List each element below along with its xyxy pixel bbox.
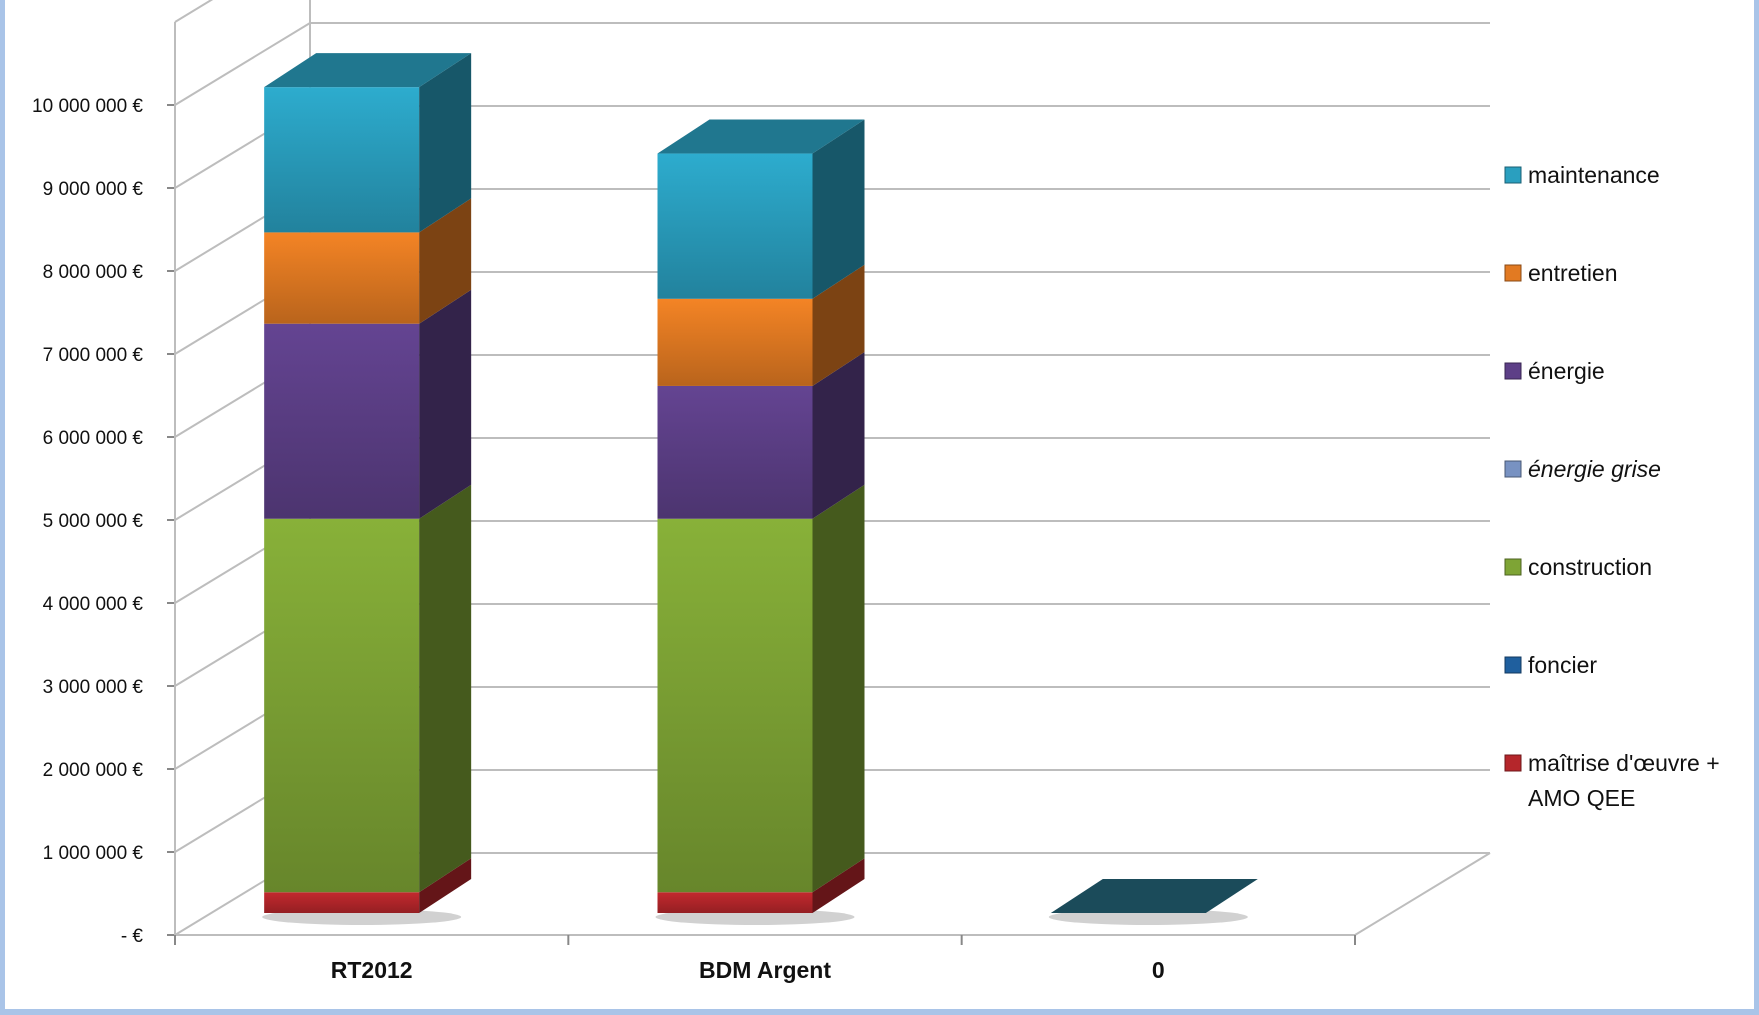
y-tick-label: - € bbox=[121, 926, 144, 947]
stacked-3d-bar-chart: 10 000 000 € 9 000 000 € 8 000 000 € 7 000 … bbox=[32, 0, 1720, 983]
bar-side bbox=[812, 264, 865, 386]
y-tick-label: 9 000 000 € bbox=[43, 179, 144, 200]
gridline-diagonal bbox=[174, 22, 311, 106]
bar-side bbox=[419, 289, 472, 519]
grid-group bbox=[167, 0, 1491, 936]
bar-side bbox=[812, 119, 865, 299]
legend-label: foncier bbox=[1528, 652, 1597, 678]
y-tick-label: 3 000 000 € bbox=[43, 677, 144, 698]
legend-label: énergie bbox=[1528, 358, 1605, 384]
bar-stack-1 bbox=[655, 119, 865, 925]
bar-side bbox=[419, 53, 472, 233]
y-tick-label: 4 000 000 € bbox=[43, 594, 144, 615]
y-tick-label: 2 000 000 € bbox=[43, 760, 144, 781]
bar-segment bbox=[657, 518, 813, 893]
bar-segment bbox=[657, 892, 813, 913]
bar-segment bbox=[657, 153, 813, 299]
legend: maintenance entretien énergie énergie grise… bbox=[1504, 162, 1720, 811]
legend-swatch bbox=[1504, 656, 1522, 674]
bar-stack-0 bbox=[262, 53, 472, 925]
y-tick-label: 5 000 000 € bbox=[43, 511, 144, 532]
bar-side bbox=[419, 858, 472, 913]
bar-side bbox=[812, 858, 865, 913]
legend-label: entretien bbox=[1528, 260, 1618, 286]
bar-segment bbox=[264, 323, 420, 519]
legend-label: maintenance bbox=[1528, 162, 1660, 188]
bar-top bbox=[1050, 879, 1258, 913]
legend-swatch bbox=[1504, 166, 1522, 184]
x-tick-label: BDM Argent bbox=[699, 957, 831, 983]
legend-swatch bbox=[1504, 362, 1522, 380]
bar-side bbox=[419, 484, 472, 893]
bar-side bbox=[812, 351, 865, 519]
bar-side bbox=[419, 198, 472, 324]
bar-top bbox=[657, 119, 865, 154]
bar-segment bbox=[264, 232, 420, 324]
x-tick-label: RT2012 bbox=[331, 957, 413, 983]
floor-right-edge bbox=[1354, 852, 1491, 936]
legend-swatch bbox=[1504, 264, 1522, 282]
legend-swatch bbox=[1504, 460, 1522, 478]
legend-label: maîtrise d'œuvre + AMO QEE bbox=[1528, 750, 1720, 811]
gridline-diagonal bbox=[174, 0, 214, 23]
y-tick-label: 1 000 000 € bbox=[43, 843, 144, 864]
legend-label: construction bbox=[1528, 554, 1652, 580]
bar-segment bbox=[657, 298, 813, 386]
bar-segment bbox=[264, 518, 420, 893]
bar-stack-2 bbox=[1048, 879, 1258, 925]
bar-top bbox=[264, 53, 472, 88]
y-tick-label: 7 000 000 € bbox=[43, 345, 144, 366]
y-tick-label: 10 000 000 € bbox=[32, 96, 143, 117]
bar-segment bbox=[264, 892, 420, 913]
bar-segment bbox=[264, 87, 420, 233]
x-tick-label: 0 bbox=[1152, 957, 1165, 983]
legend-swatch bbox=[1504, 754, 1522, 772]
legend-label: énergie grise bbox=[1528, 456, 1661, 482]
y-tick-label: 8 000 000 € bbox=[43, 262, 144, 283]
bar-segment bbox=[657, 385, 813, 519]
y-tick-label: 6 000 000 € bbox=[43, 428, 144, 449]
bar-side bbox=[812, 484, 865, 893]
legend-swatch bbox=[1504, 558, 1522, 576]
